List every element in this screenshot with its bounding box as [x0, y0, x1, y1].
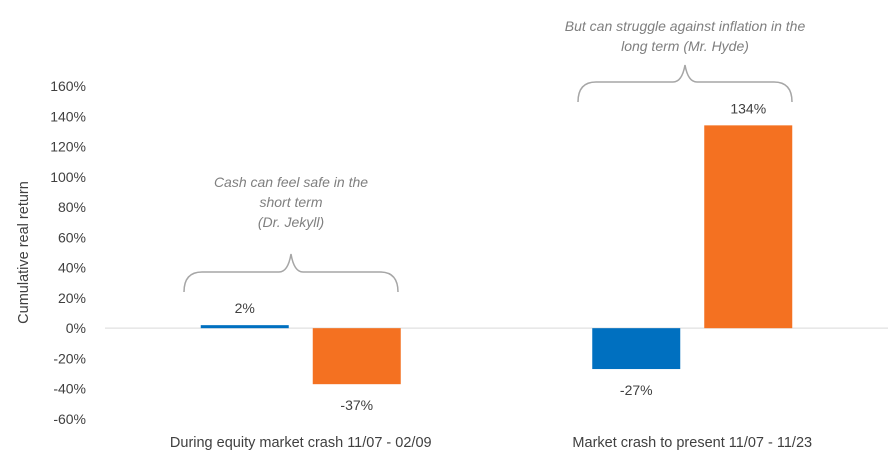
bar [592, 328, 681, 370]
y-tick-label: 120% [50, 139, 86, 155]
annotations: Cash can feel safe in the short term (Dr. … [183, 18, 806, 293]
y-tick-label: -60% [53, 411, 86, 427]
annotation-text: short term [259, 194, 322, 210]
y-tick-label: 80% [58, 199, 86, 215]
y-tick-label: -20% [53, 350, 86, 366]
category-label: Market crash to present 11/07 - 11/23 [572, 435, 812, 451]
curly-brace [183, 253, 399, 293]
y-tick-label: 140% [50, 108, 86, 124]
annotation-text: (Dr. Jekyll) [258, 214, 324, 230]
y-axis-ticks: 160% 140% 120% 100% 80% 60% 40% 20% 0% -20% -40% -6… [50, 78, 86, 427]
y-tick-label: 60% [58, 229, 86, 245]
data-label: 2% [235, 300, 255, 316]
annotation-text: long term (Mr. Hyde) [621, 38, 749, 54]
bar [200, 325, 289, 329]
y-tick-label: 0% [66, 320, 86, 336]
y-tick-label: -40% [53, 381, 86, 397]
data-label: 134% [730, 100, 766, 116]
bars [200, 125, 793, 385]
category-label: During equity market crash 11/07 - 02/09 [170, 435, 432, 451]
y-tick-label: 100% [50, 169, 86, 185]
y-tick-label: 40% [58, 260, 86, 276]
y-tick-label: 20% [58, 290, 86, 306]
annotation-text: Cash can feel safe in the [214, 174, 368, 190]
data-label: -27% [620, 382, 653, 398]
bar [312, 328, 401, 385]
data-labels: 2% -37% -27% 134% [235, 100, 767, 413]
x-axis-categories: During equity market crash 11/07 - 02/09… [170, 435, 812, 451]
curly-brace [577, 64, 793, 103]
y-axis-label: Cumulative real return [16, 181, 32, 324]
bar [704, 125, 793, 329]
y-tick-label: 160% [50, 78, 86, 94]
data-label: -37% [340, 397, 373, 413]
annotation-text: But can struggle against inflation in th… [565, 18, 806, 34]
